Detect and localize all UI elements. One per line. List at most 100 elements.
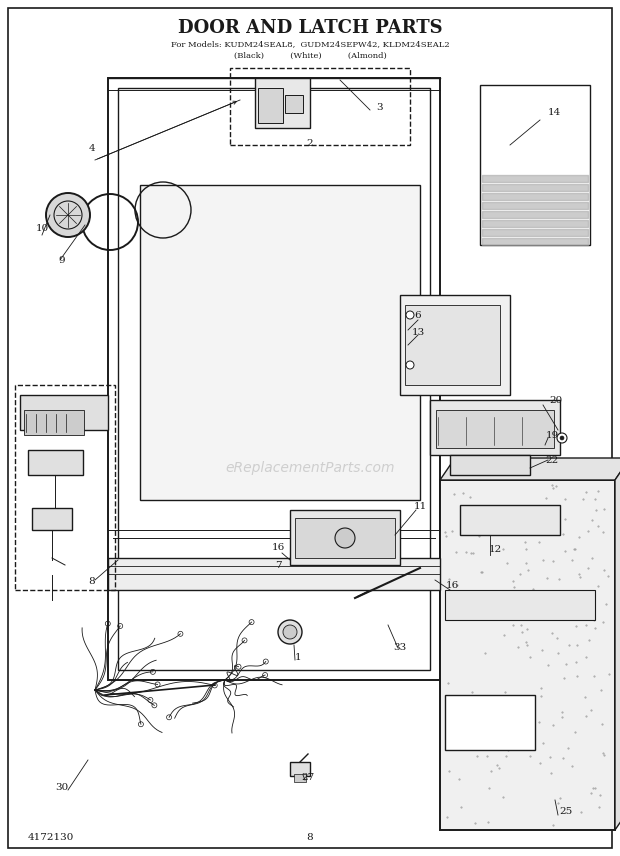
- Point: [443, 675, 453, 689]
- Text: 1: 1: [294, 653, 301, 663]
- Point: [560, 512, 570, 526]
- Point: [528, 582, 538, 596]
- Point: [580, 691, 590, 704]
- Point: [538, 554, 548, 568]
- Bar: [294, 774, 306, 782]
- Point: [513, 604, 523, 618]
- Point: [472, 749, 482, 763]
- Polygon shape: [615, 458, 620, 830]
- Circle shape: [278, 620, 302, 644]
- Point: [557, 705, 567, 719]
- Text: 8: 8: [307, 834, 313, 842]
- Point: [521, 635, 531, 649]
- Polygon shape: [440, 458, 620, 480]
- Point: [522, 622, 532, 636]
- Point: [564, 741, 574, 755]
- Point: [449, 487, 459, 501]
- Bar: [15, 385, 115, 590]
- Point: [458, 597, 467, 610]
- Point: [552, 645, 562, 659]
- Point: [483, 521, 493, 535]
- Text: DOOR AND LATCH PARTS: DOOR AND LATCH PARTS: [178, 19, 442, 37]
- Point: [590, 782, 600, 795]
- Point: [506, 509, 516, 523]
- Point: [547, 818, 557, 832]
- Point: [593, 579, 603, 592]
- Text: 7: 7: [275, 562, 281, 570]
- Text: 33: 33: [393, 644, 407, 652]
- Point: [588, 608, 598, 621]
- Point: [445, 710, 455, 724]
- Point: [525, 651, 534, 664]
- Bar: [290, 510, 400, 565]
- Point: [534, 756, 544, 770]
- Point: [552, 632, 562, 645]
- Point: [494, 761, 503, 775]
- Point: [591, 503, 601, 517]
- Point: [489, 737, 499, 751]
- Point: [547, 626, 557, 639]
- Point: [521, 542, 531, 556]
- Text: 25: 25: [559, 807, 573, 817]
- Point: [547, 479, 557, 492]
- Point: [544, 750, 554, 764]
- Text: 11: 11: [414, 502, 427, 510]
- Bar: [258, 88, 283, 123]
- Bar: [28, 450, 83, 475]
- Point: [476, 565, 486, 579]
- Point: [467, 547, 477, 561]
- Point: [569, 543, 579, 556]
- Point: [588, 613, 598, 627]
- Point: [517, 625, 527, 639]
- Bar: [285, 95, 303, 113]
- Point: [451, 545, 461, 559]
- Point: [456, 800, 466, 814]
- Bar: [445, 590, 595, 620]
- Point: [601, 597, 611, 610]
- Bar: [20, 395, 108, 430]
- Point: [572, 669, 582, 683]
- Point: [598, 746, 608, 760]
- Circle shape: [46, 193, 90, 237]
- Point: [482, 749, 492, 763]
- Text: eReplacementParts.com: eReplacementParts.com: [225, 461, 395, 475]
- Point: [525, 750, 535, 764]
- Point: [500, 686, 510, 699]
- Point: [574, 568, 583, 581]
- Point: [521, 556, 531, 570]
- Point: [501, 749, 511, 763]
- Point: [554, 572, 564, 586]
- Point: [508, 618, 518, 632]
- Point: [544, 658, 554, 672]
- Point: [596, 683, 606, 697]
- Circle shape: [406, 311, 414, 319]
- Point: [559, 527, 569, 541]
- Point: [522, 720, 532, 734]
- Point: [587, 514, 596, 527]
- Point: [520, 597, 529, 610]
- Point: [567, 759, 577, 773]
- Point: [444, 573, 454, 586]
- Point: [546, 766, 556, 780]
- Point: [590, 492, 600, 506]
- Point: [517, 704, 527, 718]
- Text: For Models: KUDM24SEAL8,  GUDM24SEPW42, KLDM24SEAL2: For Models: KUDM24SEAL8, GUDM24SEPW42, K…: [170, 40, 450, 48]
- Point: [599, 502, 609, 515]
- Text: 10: 10: [35, 223, 48, 233]
- Point: [536, 644, 546, 657]
- Point: [525, 510, 535, 524]
- Text: 20: 20: [549, 395, 562, 405]
- Text: 8: 8: [89, 578, 95, 586]
- Point: [480, 646, 490, 660]
- Point: [560, 657, 570, 671]
- Point: [559, 608, 569, 621]
- Point: [473, 591, 483, 604]
- Point: [443, 810, 453, 823]
- Point: [548, 554, 558, 568]
- Point: [572, 638, 582, 651]
- Point: [502, 500, 512, 514]
- Bar: [118, 88, 430, 670]
- Point: [492, 585, 502, 598]
- Point: [541, 571, 551, 585]
- Point: [560, 492, 570, 506]
